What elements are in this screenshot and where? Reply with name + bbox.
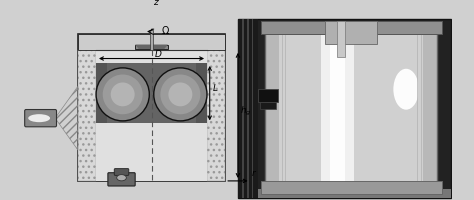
Bar xyxy=(238,20,258,198)
Ellipse shape xyxy=(154,69,207,121)
Bar xyxy=(96,64,207,124)
Polygon shape xyxy=(135,45,168,50)
FancyBboxPatch shape xyxy=(25,110,56,127)
Bar xyxy=(247,20,249,198)
Bar xyxy=(243,20,244,198)
Ellipse shape xyxy=(96,69,149,121)
Ellipse shape xyxy=(160,75,201,115)
Text: $\Omega$: $\Omega$ xyxy=(161,24,170,36)
Text: $z$: $z$ xyxy=(154,0,160,7)
FancyBboxPatch shape xyxy=(108,173,135,186)
Bar xyxy=(325,22,377,44)
Ellipse shape xyxy=(28,115,50,123)
Bar xyxy=(96,51,207,181)
Bar xyxy=(252,20,254,198)
Bar xyxy=(207,51,225,181)
Bar xyxy=(261,181,442,194)
Bar xyxy=(265,27,437,192)
Ellipse shape xyxy=(117,175,127,181)
Text: $h_g$: $h_g$ xyxy=(240,105,251,118)
FancyBboxPatch shape xyxy=(114,169,129,175)
Text: $L$: $L$ xyxy=(211,82,218,93)
Bar xyxy=(238,20,451,198)
Bar xyxy=(78,51,96,181)
Bar xyxy=(78,34,225,181)
Bar xyxy=(135,45,168,50)
Bar xyxy=(107,64,196,124)
Bar xyxy=(330,32,345,187)
Bar xyxy=(282,32,285,183)
Ellipse shape xyxy=(103,75,143,115)
Bar xyxy=(279,32,423,187)
Text: $r$: $r$ xyxy=(251,168,257,178)
Bar xyxy=(261,22,442,34)
Ellipse shape xyxy=(168,83,192,107)
Bar xyxy=(78,34,225,51)
Bar xyxy=(417,32,420,183)
Bar xyxy=(150,31,154,51)
Bar xyxy=(337,22,345,58)
Bar xyxy=(258,90,278,102)
Ellipse shape xyxy=(111,83,135,107)
Ellipse shape xyxy=(393,69,419,110)
Bar xyxy=(258,189,451,198)
Text: $D$: $D$ xyxy=(154,47,163,58)
Bar xyxy=(260,102,276,110)
Bar xyxy=(321,32,354,187)
